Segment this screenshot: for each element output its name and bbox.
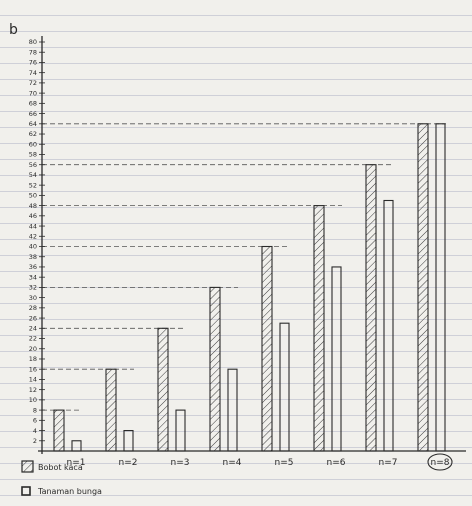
category-circle-mark	[427, 453, 453, 471]
y-tick-label: 38	[29, 253, 37, 261]
category-labels: n=1 n=2 n=3 n=4 n=5 n=6 n=7 n=8	[67, 453, 453, 471]
category-label: n=3	[171, 458, 190, 468]
y-tick-label: 70	[29, 89, 37, 97]
bar-bobot-kaca	[365, 164, 377, 452]
y-tick-label: 14	[29, 376, 37, 384]
y-tick-label: 44	[29, 222, 37, 230]
y-tick-label: 20	[29, 345, 37, 353]
bar-bobot-kaca	[417, 123, 429, 452]
y-tick-label: 32	[29, 284, 37, 292]
bars	[53, 123, 446, 452]
bar-tanaman-bunga	[123, 429, 134, 452]
category-label: n=2	[119, 458, 138, 468]
y-tick-label: 58	[29, 151, 37, 159]
y-tick-label: 28	[29, 304, 37, 312]
bar-bobot-kaca	[105, 368, 117, 452]
bar-bobot-kaca	[209, 286, 221, 452]
y-tick-label: 4	[33, 427, 37, 435]
y-tick-label: 52	[29, 181, 37, 189]
bar-tanaman-bunga	[435, 123, 446, 452]
y-tick-label: 22	[29, 335, 37, 343]
legend-swatch-plain	[21, 486, 31, 496]
y-tick-label: 40	[29, 243, 37, 251]
legend-label-2: Tanaman bunga	[37, 487, 102, 496]
bar-tanaman-bunga	[227, 368, 238, 452]
category-label: n=4	[223, 458, 242, 468]
y-axis: 2468101214161820222426283032343638404244…	[29, 36, 45, 454]
category-label: n=1	[67, 458, 86, 468]
y-tick-label: 26	[29, 314, 37, 322]
y-tick-label: 64	[29, 120, 37, 128]
y-tick-label: 30	[29, 294, 37, 302]
value-guide-lines	[42, 123, 446, 411]
y-tick-label: 54	[29, 171, 37, 179]
y-tick-label: 76	[29, 59, 37, 67]
bar-tanaman-bunga	[175, 409, 186, 452]
y-tick-label: 68	[29, 100, 37, 108]
y-tick-label: 46	[29, 212, 37, 220]
y-tick-label: 62	[29, 130, 37, 138]
y-tick-label: 60	[29, 140, 37, 148]
legend: Bobot kaca Tanaman bunga	[21, 460, 102, 496]
legend-label-1: Bobot kaca	[38, 463, 83, 472]
y-tick-label: 56	[29, 161, 37, 169]
bar-bobot-kaca	[261, 245, 273, 452]
legend-swatch-hatched	[21, 460, 34, 473]
bar-tanaman-bunga	[279, 322, 290, 452]
bar-bobot-kaca	[313, 205, 325, 452]
bar-bobot-kaca	[157, 327, 169, 452]
y-tick-label: 74	[29, 69, 37, 77]
y-tick-label: 34	[29, 273, 37, 281]
y-tick-label: 48	[29, 202, 37, 210]
bar-tanaman-bunga	[383, 199, 394, 452]
category-label: n=6	[327, 458, 346, 468]
y-tick-label: 18	[29, 355, 37, 363]
y-tick-label: 10	[29, 396, 37, 404]
bar-bobot-kaca	[53, 409, 65, 452]
category-label: n=7	[379, 458, 398, 468]
panel-label: b	[9, 22, 18, 38]
category-label: n=8	[431, 458, 450, 468]
y-tick-label: 78	[29, 48, 37, 56]
bar-tanaman-bunga	[331, 266, 342, 452]
category-label: n=5	[275, 458, 294, 468]
y-tick-label: 16	[29, 365, 37, 373]
y-tick-label: 6	[33, 417, 37, 425]
y-tick-label: 12	[29, 386, 37, 394]
y-tick-label: 36	[29, 263, 37, 271]
y-tick-label: 42	[29, 232, 37, 240]
y-tick-label: 80	[29, 38, 37, 46]
bar-tanaman-bunga	[71, 440, 82, 452]
y-tick-label: 8	[33, 406, 37, 414]
y-tick-label: 50	[29, 192, 37, 200]
y-tick-label: 24	[29, 325, 37, 333]
y-tick-label: 66	[29, 110, 37, 118]
y-tick-label: 72	[29, 79, 37, 87]
y-tick-label: 2	[33, 437, 37, 445]
